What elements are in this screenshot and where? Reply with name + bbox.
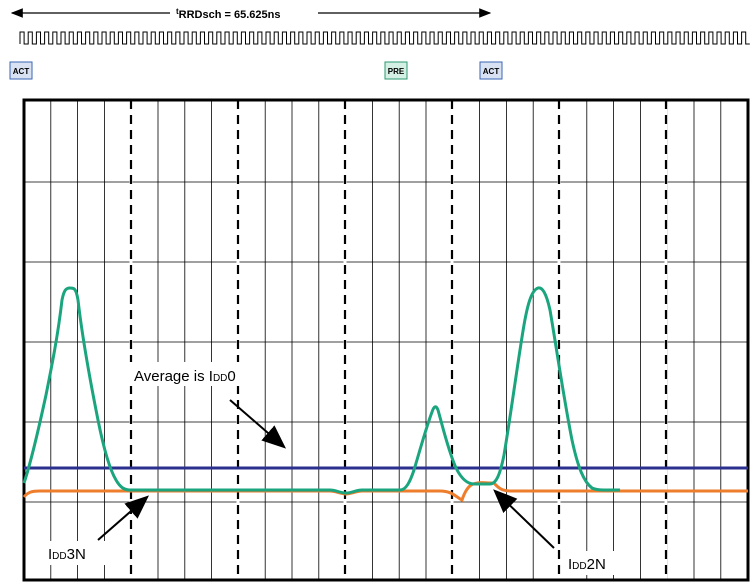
clock-waveform [19,31,750,45]
idd3n-annotation: IDD3N [44,495,150,565]
scope-frame [22,98,750,582]
command-pre: PRE [384,61,408,80]
average-annotation: Average is IDD0 [128,362,287,449]
command-act-2: ACT [479,61,503,80]
idd2n-label: IDD2N [568,556,606,573]
idd2n-arrow [493,489,555,549]
active-current-trace [22,286,620,495]
trrd-timing-arrow: tRRDsch = 65.625ns [10,7,492,21]
idd3n-arrow [97,495,150,541]
oscilloscope-grid [24,100,748,580]
command-act-1: ACT [9,61,33,80]
idd2n-annotation: IDD2N [493,489,626,575]
average-label: Average is IDD0 [134,368,236,385]
trrd-label: tRRDsch = 65.625ns [176,7,280,21]
average-arrow [229,399,287,449]
act-label: ACT [13,67,30,76]
pre-label: PRE [388,67,405,76]
idd3n-label: IDD3N [48,546,86,563]
act-label: ACT [483,67,500,76]
